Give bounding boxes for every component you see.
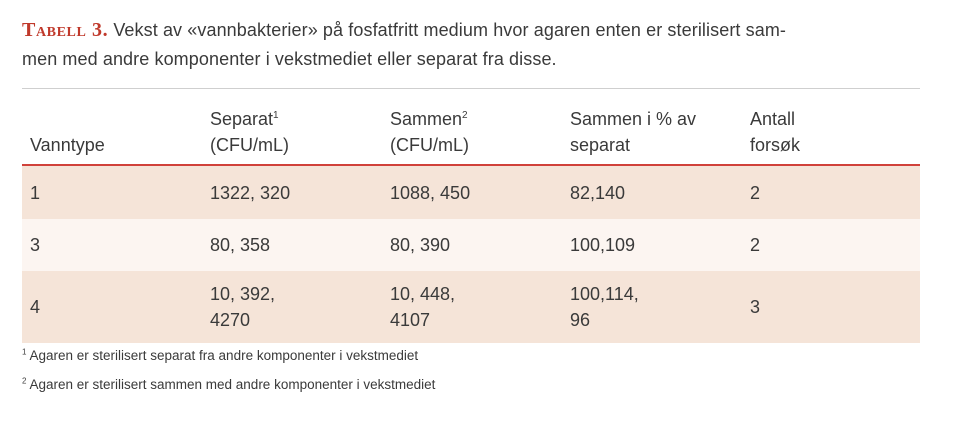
cell-sammen: 10, 448, 4107 [382,271,562,343]
cell-separat: 1322, 320 [202,165,382,219]
footnote-2: 2 Agaren er sterilisert sammen med andre… [22,376,436,392]
table-figure: Tabell 3. Vekst av «vannbakterier» på fo… [22,0,920,392]
header-sammen: Sammen2 (CFU/mL) [390,109,469,155]
cell-vanntype: 3 [22,219,202,271]
cell-separat: 10, 392, 4270 [202,271,382,343]
caption-text-1: Vekst av «vannbakterier» på fosfatfritt … [113,20,787,40]
header-antall: Antall forsøk [750,109,801,155]
cell-antall: 2 [742,219,920,271]
footnotes: 1 Agaren er sterilisert separat fra andr… [22,348,435,406]
cell-vanntype: 4 [22,271,202,343]
top-rule [22,88,920,89]
cell-sammen: 80, 390 [382,219,562,271]
header-sammen-prosent: Sammen i % av separat [570,109,697,155]
cell-prosent: 100,114, 96 [562,271,742,343]
header-separat: Separat1 (CFU/mL) [210,109,289,155]
table-row: 4 10, 392, 4270 10, 448, 4107 100,114, 9… [22,271,920,343]
cell-vanntype: 1 [22,165,202,219]
cell-prosent: 82,140 [562,165,742,219]
table-row: 3 80, 358 80, 390 100,109 2 [22,219,920,271]
cell-sammen: 1088, 450 [382,165,562,219]
caption-line-1: Tabell 3. Vekst av «vannbakterier» på fo… [22,16,920,45]
footnote-ref-1: 1 [273,110,279,121]
cell-antall: 2 [742,165,920,219]
header-row: Vanntype Separat1 (CFU/mL) Sammen2 (CFU/… [22,106,920,165]
footnote-ref-2: 2 [462,110,468,121]
footnote-1: 1 Agaren er sterilisert separat fra andr… [22,347,419,363]
cell-prosent: 100,109 [562,219,742,271]
table-row: 1 1322, 320 1088, 450 82,140 2 [22,165,920,219]
header-vanntype: Vanntype [30,135,105,155]
data-table: Vanntype Separat1 (CFU/mL) Sammen2 (CFU/… [22,106,920,343]
table-caption: Tabell 3. Vekst av «vannbakterier» på fo… [22,16,920,74]
cell-antall: 3 [742,271,920,343]
caption-text-2: men med andre komponenter i vekstmediet … [22,49,557,69]
cell-separat: 80, 358 [202,219,382,271]
caption-label: Tabell 3. [22,19,109,41]
